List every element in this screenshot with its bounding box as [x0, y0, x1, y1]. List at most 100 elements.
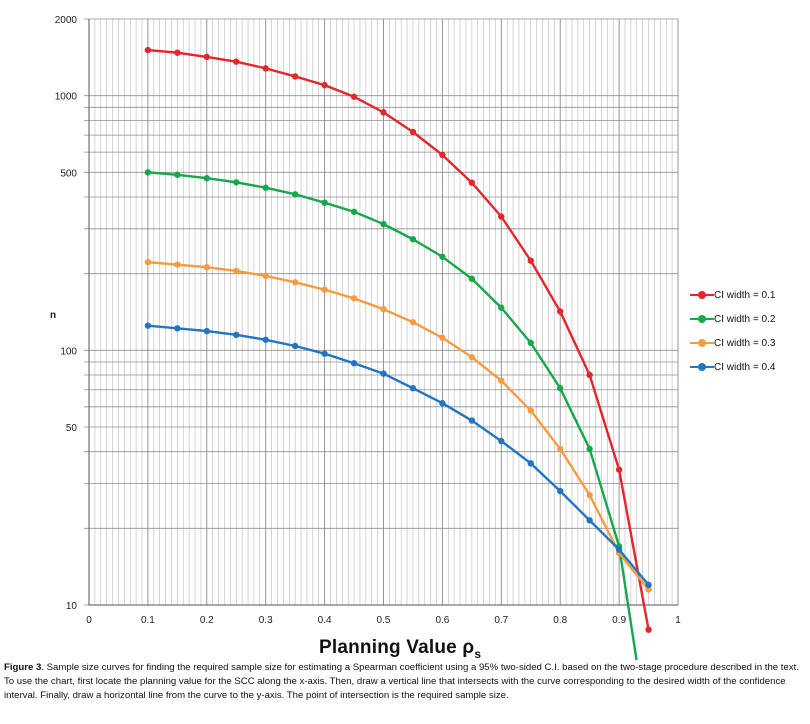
- data-point: [262, 336, 269, 343]
- grid-lines: [84, 18, 679, 606]
- data-point: [586, 517, 593, 524]
- data-point: [439, 400, 446, 407]
- data-point: [350, 295, 358, 302]
- data-point: [350, 360, 358, 367]
- data-point: [468, 275, 476, 282]
- data-point: [468, 417, 476, 424]
- data-point: [144, 46, 152, 54]
- figure-caption: Figure 3. Sample size curves for finding…: [4, 661, 808, 703]
- series-lines: [144, 46, 652, 660]
- data-point: [233, 58, 240, 65]
- series-line: [147, 324, 650, 586]
- legend-label: CI width = 0.3: [714, 337, 776, 349]
- data-point: [586, 445, 593, 453]
- data-point: [233, 267, 240, 275]
- data-point: [380, 370, 387, 377]
- data-point: [203, 175, 210, 182]
- legend-item: CI width = 0.3: [690, 331, 808, 355]
- legend-item: CI width = 0.2: [690, 307, 808, 331]
- x-tick-labels: 0 0.1 0.2 0.3 0.4 0.5 0.6 0.7 0.8 0.9 1: [86, 615, 681, 626]
- data-point: [409, 236, 417, 243]
- data-point: [350, 208, 358, 215]
- data-point: [174, 261, 181, 268]
- data-point: [321, 350, 328, 357]
- data-point: [203, 327, 210, 335]
- data-point: [468, 179, 476, 186]
- y-tick-label: 1000: [55, 92, 78, 103]
- legend-label: CI width = 0.4: [714, 361, 776, 373]
- x-tick-label: 1: [675, 615, 681, 626]
- data-point: [557, 487, 564, 495]
- x-tick-label: 0.6: [435, 615, 449, 626]
- data-point: [380, 109, 387, 116]
- series-line: [147, 171, 638, 660]
- data-point: [439, 253, 446, 260]
- data-point: [498, 213, 505, 220]
- data-point: [645, 581, 652, 589]
- data-point: [645, 586, 652, 593]
- y-tick-label: 50: [66, 423, 78, 434]
- x-tick-label: 0.7: [494, 615, 508, 626]
- legend-swatch: [690, 291, 714, 299]
- legend-marker: [698, 315, 706, 323]
- x-tick-label: 0.5: [377, 615, 391, 626]
- legend-swatch: [690, 315, 714, 323]
- data-point: [291, 191, 299, 198]
- data-point: [174, 49, 181, 56]
- legend-item: CI width = 0.4: [690, 355, 808, 379]
- data-point: [409, 318, 417, 326]
- data-point: [350, 93, 358, 100]
- x-tick-label: 0.9: [612, 615, 626, 626]
- y-tick-label: 10: [66, 601, 78, 612]
- data-point: [203, 264, 210, 271]
- data-point: [498, 437, 505, 445]
- data-point: [527, 257, 534, 264]
- series-line: [147, 48, 650, 630]
- data-point: [527, 407, 534, 414]
- data-point: [557, 445, 564, 453]
- data-point: [233, 179, 240, 186]
- data-point: [262, 184, 269, 191]
- data-point: [615, 466, 623, 473]
- x-axis-label-text: Planning Value ρ: [319, 637, 475, 658]
- data-point: [409, 385, 417, 392]
- legend-label: CI width = 0.1: [714, 289, 776, 301]
- data-point: [291, 279, 299, 286]
- data-point: [527, 339, 534, 347]
- data-point: [380, 220, 387, 228]
- y-tick-label: 100: [60, 346, 77, 357]
- series-line: [147, 260, 650, 591]
- data-point: [380, 306, 387, 313]
- x-tick-label: 0.1: [141, 615, 155, 626]
- x-axis-label: Planning Value ρs: [319, 637, 482, 661]
- caption-label: Figure 3: [4, 662, 42, 673]
- data-point: [321, 286, 328, 293]
- data-point: [262, 272, 269, 280]
- legend-marker: [698, 363, 706, 371]
- x-tick-label: 0: [86, 615, 92, 626]
- x-tick-label: 0.2: [200, 615, 214, 626]
- data-point: [291, 73, 299, 80]
- legend-marker: [698, 291, 706, 299]
- data-point: [557, 308, 564, 315]
- legend: CI width = 0.1 CI width = 0.2 CI width =…: [690, 283, 808, 379]
- data-point: [262, 65, 269, 72]
- data-point: [645, 626, 652, 633]
- data-point: [144, 258, 152, 266]
- x-tick-label: 0.3: [259, 615, 273, 626]
- data-point: [233, 331, 240, 339]
- data-point: [321, 199, 328, 206]
- caption-text: . Sample size curves for finding the req…: [4, 662, 799, 701]
- data-point: [409, 128, 417, 136]
- x-axis-label-subscript: s: [474, 647, 482, 661]
- legend-label: CI width = 0.2: [714, 313, 776, 325]
- data-point: [291, 342, 299, 350]
- y-axis-label: n: [50, 310, 56, 321]
- data-point: [439, 151, 446, 159]
- legend-swatch: [690, 363, 714, 371]
- data-point: [144, 322, 152, 329]
- legend-marker: [698, 339, 706, 347]
- data-point: [586, 371, 593, 379]
- data-point: [468, 353, 476, 361]
- data-point: [174, 171, 181, 178]
